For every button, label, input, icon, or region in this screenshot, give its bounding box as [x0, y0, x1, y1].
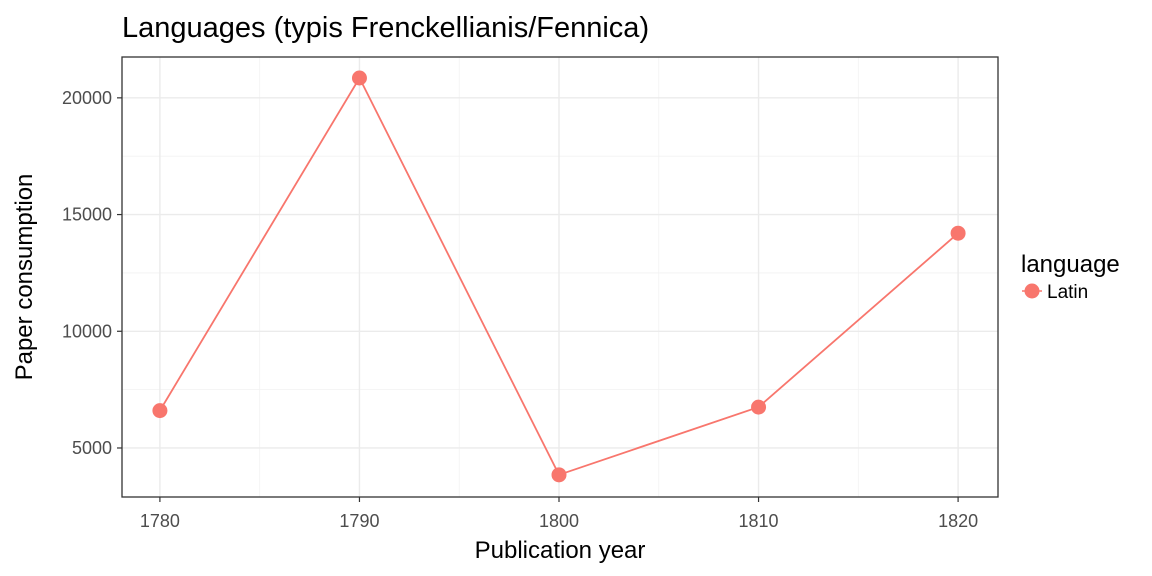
data-point-latin [152, 403, 168, 419]
data-point-latin [351, 70, 367, 86]
legend-title: language [1021, 251, 1120, 278]
data-point-latin [950, 225, 966, 241]
y-axis-title: Paper consumption [11, 174, 38, 381]
y-tick-label: 15000 [62, 205, 112, 225]
y-tick-label: 10000 [62, 321, 112, 341]
minor-gridlines [122, 57, 998, 497]
x-axis: 1780 1790 1800 1810 1820 [140, 497, 978, 531]
legend-label-latin: Latin [1047, 282, 1088, 303]
plot-panel [121, 56, 999, 498]
x-tick-label: 1800 [539, 511, 579, 531]
data-point-latin [751, 399, 767, 415]
x-tick-label: 1810 [739, 511, 779, 531]
chart-title: Languages (typis Frenckellianis/Fennica) [122, 12, 649, 44]
series-layer [152, 70, 966, 483]
x-tick-label: 1820 [938, 511, 978, 531]
major-gridlines [122, 57, 998, 497]
x-tick-label: 1790 [339, 511, 379, 531]
legend: language Latin [1021, 251, 1120, 303]
y-tick-label: 5000 [72, 438, 112, 458]
panel-border [121, 56, 999, 498]
x-axis-title: Publication year [475, 537, 646, 564]
data-point-latin [551, 467, 567, 483]
x-tick-label: 1780 [140, 511, 180, 531]
y-tick-label: 20000 [62, 88, 112, 108]
y-axis: 5000 10000 15000 20000 [62, 88, 122, 458]
